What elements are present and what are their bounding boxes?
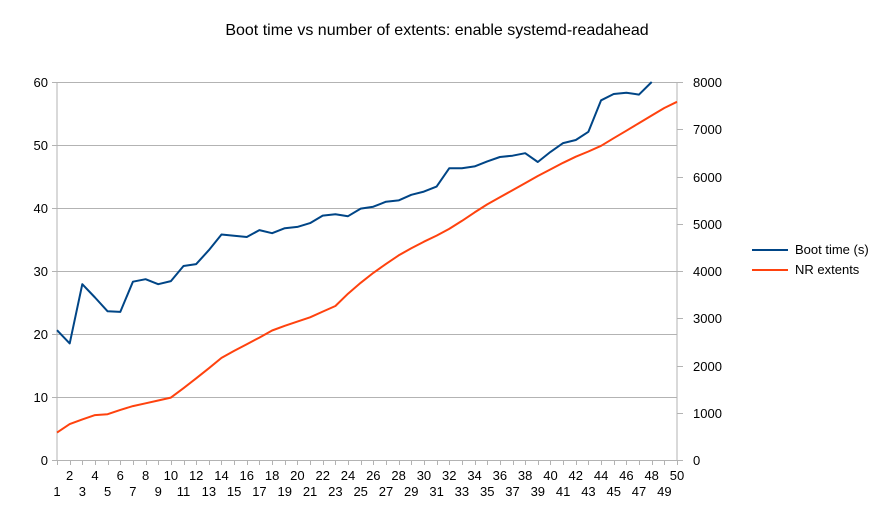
x-axis-label-5: 5 — [104, 484, 111, 499]
x-axis-label-50: 50 — [670, 468, 684, 483]
right-axis-label-1000: 1000 — [693, 406, 722, 421]
series-line-boot-time-s — [56, 81, 653, 345]
x-axis-label-48: 48 — [644, 468, 658, 483]
right-axis-label-5000: 5000 — [693, 217, 722, 232]
left-axis-label-20: 20 — [34, 327, 48, 342]
x-axis-label-20: 20 — [290, 468, 304, 483]
x-axis-label-17: 17 — [252, 484, 266, 499]
x-axis-label-6: 6 — [117, 468, 124, 483]
x-axis-label-11: 11 — [177, 484, 191, 499]
x-axis-label-4: 4 — [91, 468, 98, 483]
x-axis-label-25: 25 — [353, 484, 367, 499]
x-axis-label-8: 8 — [142, 468, 149, 483]
x-axis-label-42: 42 — [569, 468, 583, 483]
x-axis-label-34: 34 — [467, 468, 481, 483]
x-axis-label-45: 45 — [607, 484, 621, 499]
x-axis-label-43: 43 — [581, 484, 595, 499]
x-axis-label-32: 32 — [442, 468, 456, 483]
x-axis-label-37: 37 — [505, 484, 519, 499]
left-axis-label-50: 50 — [34, 138, 48, 153]
x-axis-label-29: 29 — [404, 484, 418, 499]
x-axis-label-16: 16 — [240, 468, 254, 483]
x-axis-label-10: 10 — [164, 468, 178, 483]
right-axis-label-6000: 6000 — [693, 170, 722, 185]
x-axis-label-2: 2 — [66, 468, 73, 483]
right-axis-label-8000: 8000 — [693, 75, 722, 90]
x-axis-label-21: 21 — [303, 484, 317, 499]
x-axis-label-1: 1 — [53, 484, 60, 499]
x-axis-label-41: 41 — [556, 484, 570, 499]
legend-line-swatch-nr-extents — [752, 268, 788, 271]
chart-title: Boot time vs number of extents: enable s… — [225, 22, 649, 39]
legend-label-nr-extents: NR extents — [795, 262, 860, 277]
right-axis-label-3000: 3000 — [693, 311, 722, 326]
series-line-nr-extents — [56, 100, 678, 434]
legend-item-boot-time: Boot time (s) — [752, 242, 869, 257]
x-axis-label-30: 30 — [417, 468, 431, 483]
left-axis-label-30: 30 — [34, 264, 48, 279]
legend-item-nr-extents: NR extents — [752, 262, 869, 277]
x-axis-label-39: 39 — [531, 484, 545, 499]
x-axis-label-3: 3 — [79, 484, 86, 499]
x-axis-label-19: 19 — [278, 484, 292, 499]
x-axis-label-28: 28 — [391, 468, 405, 483]
left-axis-label-10: 10 — [34, 390, 48, 405]
right-axis-label-0: 0 — [693, 453, 700, 468]
legend-label-boot-time: Boot time (s) — [795, 242, 869, 257]
legend: Boot time (s) NR extents — [752, 242, 869, 277]
x-axis-label-9: 9 — [155, 484, 162, 499]
x-axis-label-7: 7 — [129, 484, 136, 499]
x-axis-label-47: 47 — [632, 484, 646, 499]
x-axis-label-14: 14 — [214, 468, 228, 483]
x-axis-label-13: 13 — [202, 484, 216, 499]
x-axis-label-38: 38 — [518, 468, 532, 483]
x-axis-label-40: 40 — [543, 468, 557, 483]
legend-line-swatch-boot-time — [752, 248, 788, 251]
x-axis-label-12: 12 — [189, 468, 203, 483]
x-axis-label-27: 27 — [379, 484, 393, 499]
x-axis-label-35: 35 — [480, 484, 494, 499]
x-axis-label-23: 23 — [328, 484, 342, 499]
right-axis-label-2000: 2000 — [693, 359, 722, 374]
x-axis-label-18: 18 — [265, 468, 279, 483]
x-axis-label-31: 31 — [429, 484, 443, 499]
x-axis-label-49: 49 — [657, 484, 671, 499]
x-axis-label-36: 36 — [493, 468, 507, 483]
x-axis-label-24: 24 — [341, 468, 355, 483]
left-axis-label-40: 40 — [34, 201, 48, 216]
left-axis-label-60: 60 — [34, 75, 48, 90]
x-axis-label-44: 44 — [594, 468, 608, 483]
left-axis-label-0: 0 — [41, 453, 48, 468]
x-axis-label-46: 46 — [619, 468, 633, 483]
x-axis-label-15: 15 — [227, 484, 241, 499]
right-axis-label-7000: 7000 — [693, 122, 722, 137]
x-axis-label-33: 33 — [455, 484, 469, 499]
x-axis-label-22: 22 — [315, 468, 329, 483]
x-axis-label-26: 26 — [366, 468, 380, 483]
right-axis-label-4000: 4000 — [693, 264, 722, 279]
